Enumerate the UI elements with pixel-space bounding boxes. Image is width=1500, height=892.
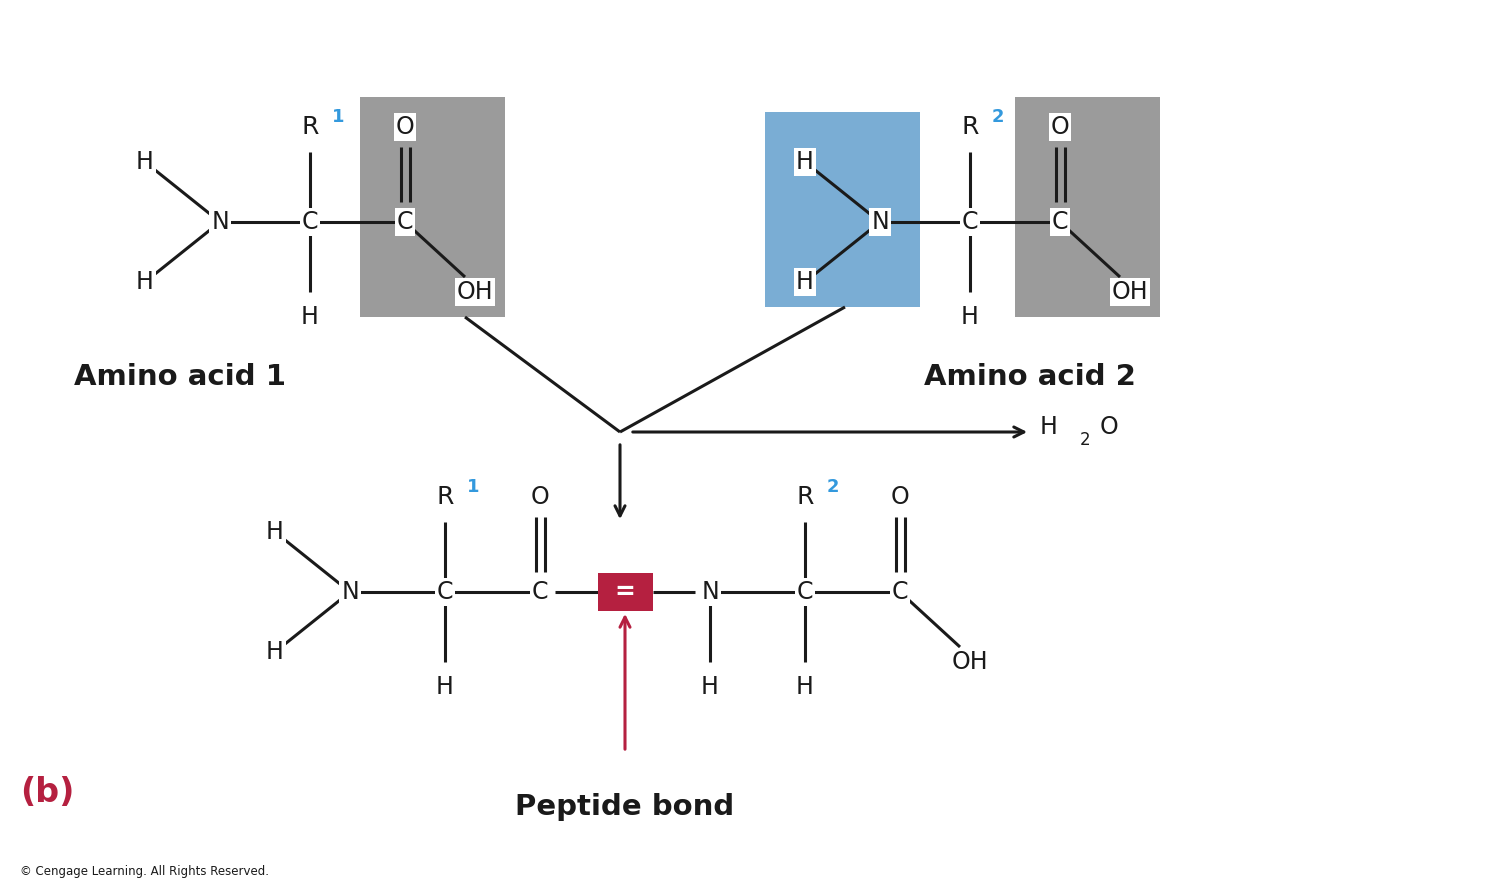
Text: H: H [136, 270, 154, 294]
Text: H: H [436, 675, 454, 699]
Text: H: H [796, 270, 814, 294]
Text: O: O [531, 485, 549, 509]
Text: H: H [136, 150, 154, 174]
Text: H: H [266, 520, 284, 544]
Text: R: R [962, 115, 978, 139]
Text: N: N [871, 210, 889, 234]
Text: O: O [891, 485, 909, 509]
Text: 1: 1 [332, 108, 345, 126]
Text: 2: 2 [1080, 431, 1090, 449]
Text: Amino acid 2: Amino acid 2 [924, 363, 1136, 391]
Text: OH: OH [1112, 280, 1149, 304]
Text: O: O [1050, 115, 1070, 139]
Text: H: H [796, 675, 814, 699]
Text: © Cengage Learning. All Rights Reserved.: © Cengage Learning. All Rights Reserved. [20, 865, 268, 879]
Text: C: C [302, 210, 318, 234]
Text: 2: 2 [827, 478, 840, 496]
Text: H: H [796, 150, 814, 174]
Text: O: O [396, 115, 414, 139]
Text: 1: 1 [466, 478, 480, 496]
Text: H: H [302, 305, 320, 329]
Text: H: H [266, 640, 284, 664]
Text: C: C [796, 580, 813, 604]
Text: C: C [531, 580, 549, 604]
Text: OH: OH [456, 280, 494, 304]
Text: N: N [700, 580, 718, 604]
Text: Amino acid 1: Amino acid 1 [74, 363, 286, 391]
Text: R: R [796, 485, 813, 509]
Bar [360, 97, 506, 317]
Text: 2: 2 [992, 108, 1005, 126]
Text: R: R [302, 115, 318, 139]
Bar [765, 112, 920, 307]
Text: N: N [211, 210, 230, 234]
Text: H: H [962, 305, 980, 329]
Bar [1016, 97, 1160, 317]
Text: C: C [1052, 210, 1068, 234]
Text: H: H [1040, 415, 1058, 439]
Text: N: N [340, 580, 358, 604]
Bar [597, 573, 652, 611]
Text: C: C [396, 210, 412, 234]
Text: O: O [1100, 415, 1119, 439]
Text: OH: OH [951, 650, 988, 674]
Text: =: = [615, 580, 636, 604]
Text: H: H [700, 675, 718, 699]
Text: C: C [436, 580, 453, 604]
Text: (b): (b) [20, 775, 75, 808]
Text: C: C [962, 210, 978, 234]
Text: Peptide bond: Peptide bond [516, 793, 735, 821]
Text: C: C [891, 580, 908, 604]
Text: R: R [436, 485, 453, 509]
